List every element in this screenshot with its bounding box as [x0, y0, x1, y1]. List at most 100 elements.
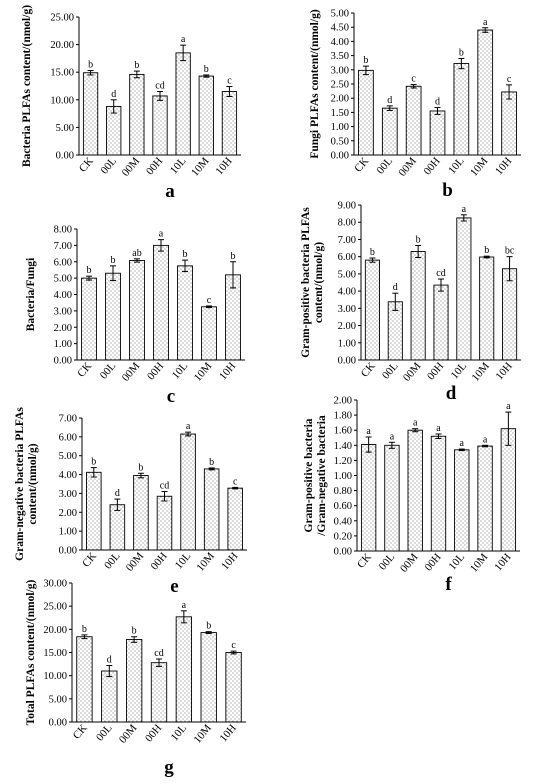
y-tick-label: 1.80	[334, 411, 352, 422]
y-tick-label: 4.00	[54, 290, 72, 301]
significance-letter: c	[231, 640, 236, 651]
y-tick-label: 15.00	[50, 68, 74, 79]
y-tick-label: 8.00	[338, 218, 356, 229]
x-tick-label: 10H	[217, 722, 238, 744]
bar-d-00H	[433, 284, 449, 361]
bar-g-10H	[225, 652, 242, 723]
chart-panel-d: b CK d 00L b 00M cd 00H a 10L b 10M bc 10H 0.00 1.00 2.0…	[300, 201, 521, 404]
chart-panel-f: a CK a 00L a 00M a 00H a 10L a 10M a 10H 0.00 0.20 0.40 0…	[303, 396, 520, 595]
bar-e-10M	[203, 468, 220, 551]
y-tick-label: 2.50	[331, 80, 349, 91]
y-tick-label: 6.00	[54, 257, 72, 268]
bar-c-00L	[105, 272, 121, 361]
bar-f-00M	[407, 429, 423, 552]
significance-letter: b	[183, 249, 188, 260]
y-tick-label: 0.40	[334, 516, 352, 527]
y-axis-title-line: /Gram-negative bacteria	[316, 415, 328, 537]
significance-letter: d	[435, 97, 440, 108]
significance-letter: a	[390, 431, 395, 442]
panel-label: f	[445, 574, 452, 595]
bar-e-00M	[133, 475, 149, 551]
bar-e-00L	[109, 504, 126, 551]
y-tick-label: 0.00	[59, 546, 77, 557]
y-tick-label: 0.00	[338, 356, 356, 367]
significance-letter: b	[363, 55, 368, 66]
bar-a-00M	[129, 73, 145, 156]
y-tick-label: 2.00	[331, 94, 349, 105]
y-tick-label: 8.00	[54, 225, 72, 236]
bar-a-CK	[82, 72, 99, 156]
y-axis-title: Bacteria PLFAs content/(nmol/g)	[21, 5, 33, 167]
x-tick-label: 10L	[168, 155, 189, 177]
panel-label: d	[446, 383, 457, 404]
bar-g-00L	[101, 670, 118, 723]
y-tick-label: 10.00	[43, 671, 67, 682]
y-tick-label: 10.00	[50, 95, 74, 106]
x-tick-label: CK	[355, 551, 374, 570]
y-tick-label: 1.00	[331, 122, 349, 133]
significance-letter: b	[204, 64, 209, 75]
y-tick-label: 7.00	[59, 414, 77, 425]
bar-d-10H	[502, 268, 518, 361]
significance-letter: b	[416, 234, 421, 245]
significance-letter: b	[88, 60, 93, 71]
y-tick-label: 4.50	[331, 23, 349, 34]
significance-letter: a	[460, 438, 465, 449]
x-tick-label: 10L	[173, 550, 194, 572]
y-axis-title: Gram-positive bacteria PLFAscontent/(nmo…	[300, 207, 325, 358]
bar-g-00H	[150, 662, 168, 723]
bar-g-00M	[125, 639, 143, 723]
significance-letter: bc	[505, 246, 515, 257]
bar-b-10L	[453, 63, 470, 156]
bar-d-10M	[479, 256, 495, 361]
bar-c-00M	[129, 259, 145, 361]
significance-letter: cd	[155, 81, 164, 92]
panel-label: e	[170, 576, 178, 597]
x-tick-label: 10L	[170, 360, 191, 382]
bar-d-00M	[410, 251, 426, 361]
y-tick-label: 7.00	[54, 241, 72, 252]
x-tick-label: 10H	[493, 155, 514, 177]
y-tick-label: 0.00	[54, 356, 72, 367]
bar-f-00L	[384, 444, 400, 552]
x-tick-label: 10L	[449, 360, 470, 382]
x-tick-label: 10H	[493, 360, 514, 382]
y-axis-title: Gram-negative bacteria PLFAscontent/(nmo…	[14, 407, 39, 561]
bar-c-CK	[81, 277, 97, 361]
bar-a-00L	[106, 105, 122, 156]
bar-f-10H	[500, 428, 517, 552]
significance-letter: b	[231, 251, 236, 262]
significance-letter: a	[436, 423, 441, 434]
x-tick-label: 10L	[446, 155, 467, 177]
x-tick-label: 00M	[401, 360, 424, 384]
y-tick-label: 4.00	[59, 470, 77, 481]
chart-panel-b: bCKd00Lc00Md00Hb10La10Mc10H0.000.501.001…	[309, 9, 521, 201]
bar-d-10L	[456, 217, 472, 361]
y-tick-label: 5.00	[59, 451, 77, 462]
y-axis-title-line: Gram-positive bacteria	[303, 418, 315, 532]
y-tick-label: 2.00	[54, 323, 72, 334]
significance-letter: d	[107, 654, 112, 665]
bar-g-10L	[175, 616, 193, 723]
x-tick-label: 00L	[380, 360, 401, 382]
x-tick-label: 10M	[194, 550, 217, 574]
x-tick-label: 00L	[377, 551, 398, 573]
y-tick-label: 1.50	[331, 108, 349, 119]
x-tick-label: 00M	[124, 550, 147, 574]
significance-letter: ab	[132, 248, 141, 259]
y-axis-title-line: Gram-positive bacteria PLFAs	[300, 207, 312, 358]
x-tick-label: CK	[77, 155, 96, 174]
x-tick-label: 00H	[422, 551, 443, 573]
y-tick-label: 3.00	[54, 306, 72, 317]
significance-letter: b	[138, 462, 143, 473]
significance-letter: a	[462, 204, 467, 215]
bar-a-10M	[198, 75, 214, 156]
y-tick-label: 1.00	[334, 471, 352, 482]
significance-letter: b	[82, 624, 87, 635]
bar-b-CK	[358, 69, 374, 156]
y-tick-label: 30.00	[43, 579, 67, 590]
bar-g-10M	[200, 632, 217, 723]
significance-letter: c	[227, 76, 232, 87]
bar-b-00H	[429, 110, 446, 156]
bar-a-10L	[175, 52, 191, 156]
